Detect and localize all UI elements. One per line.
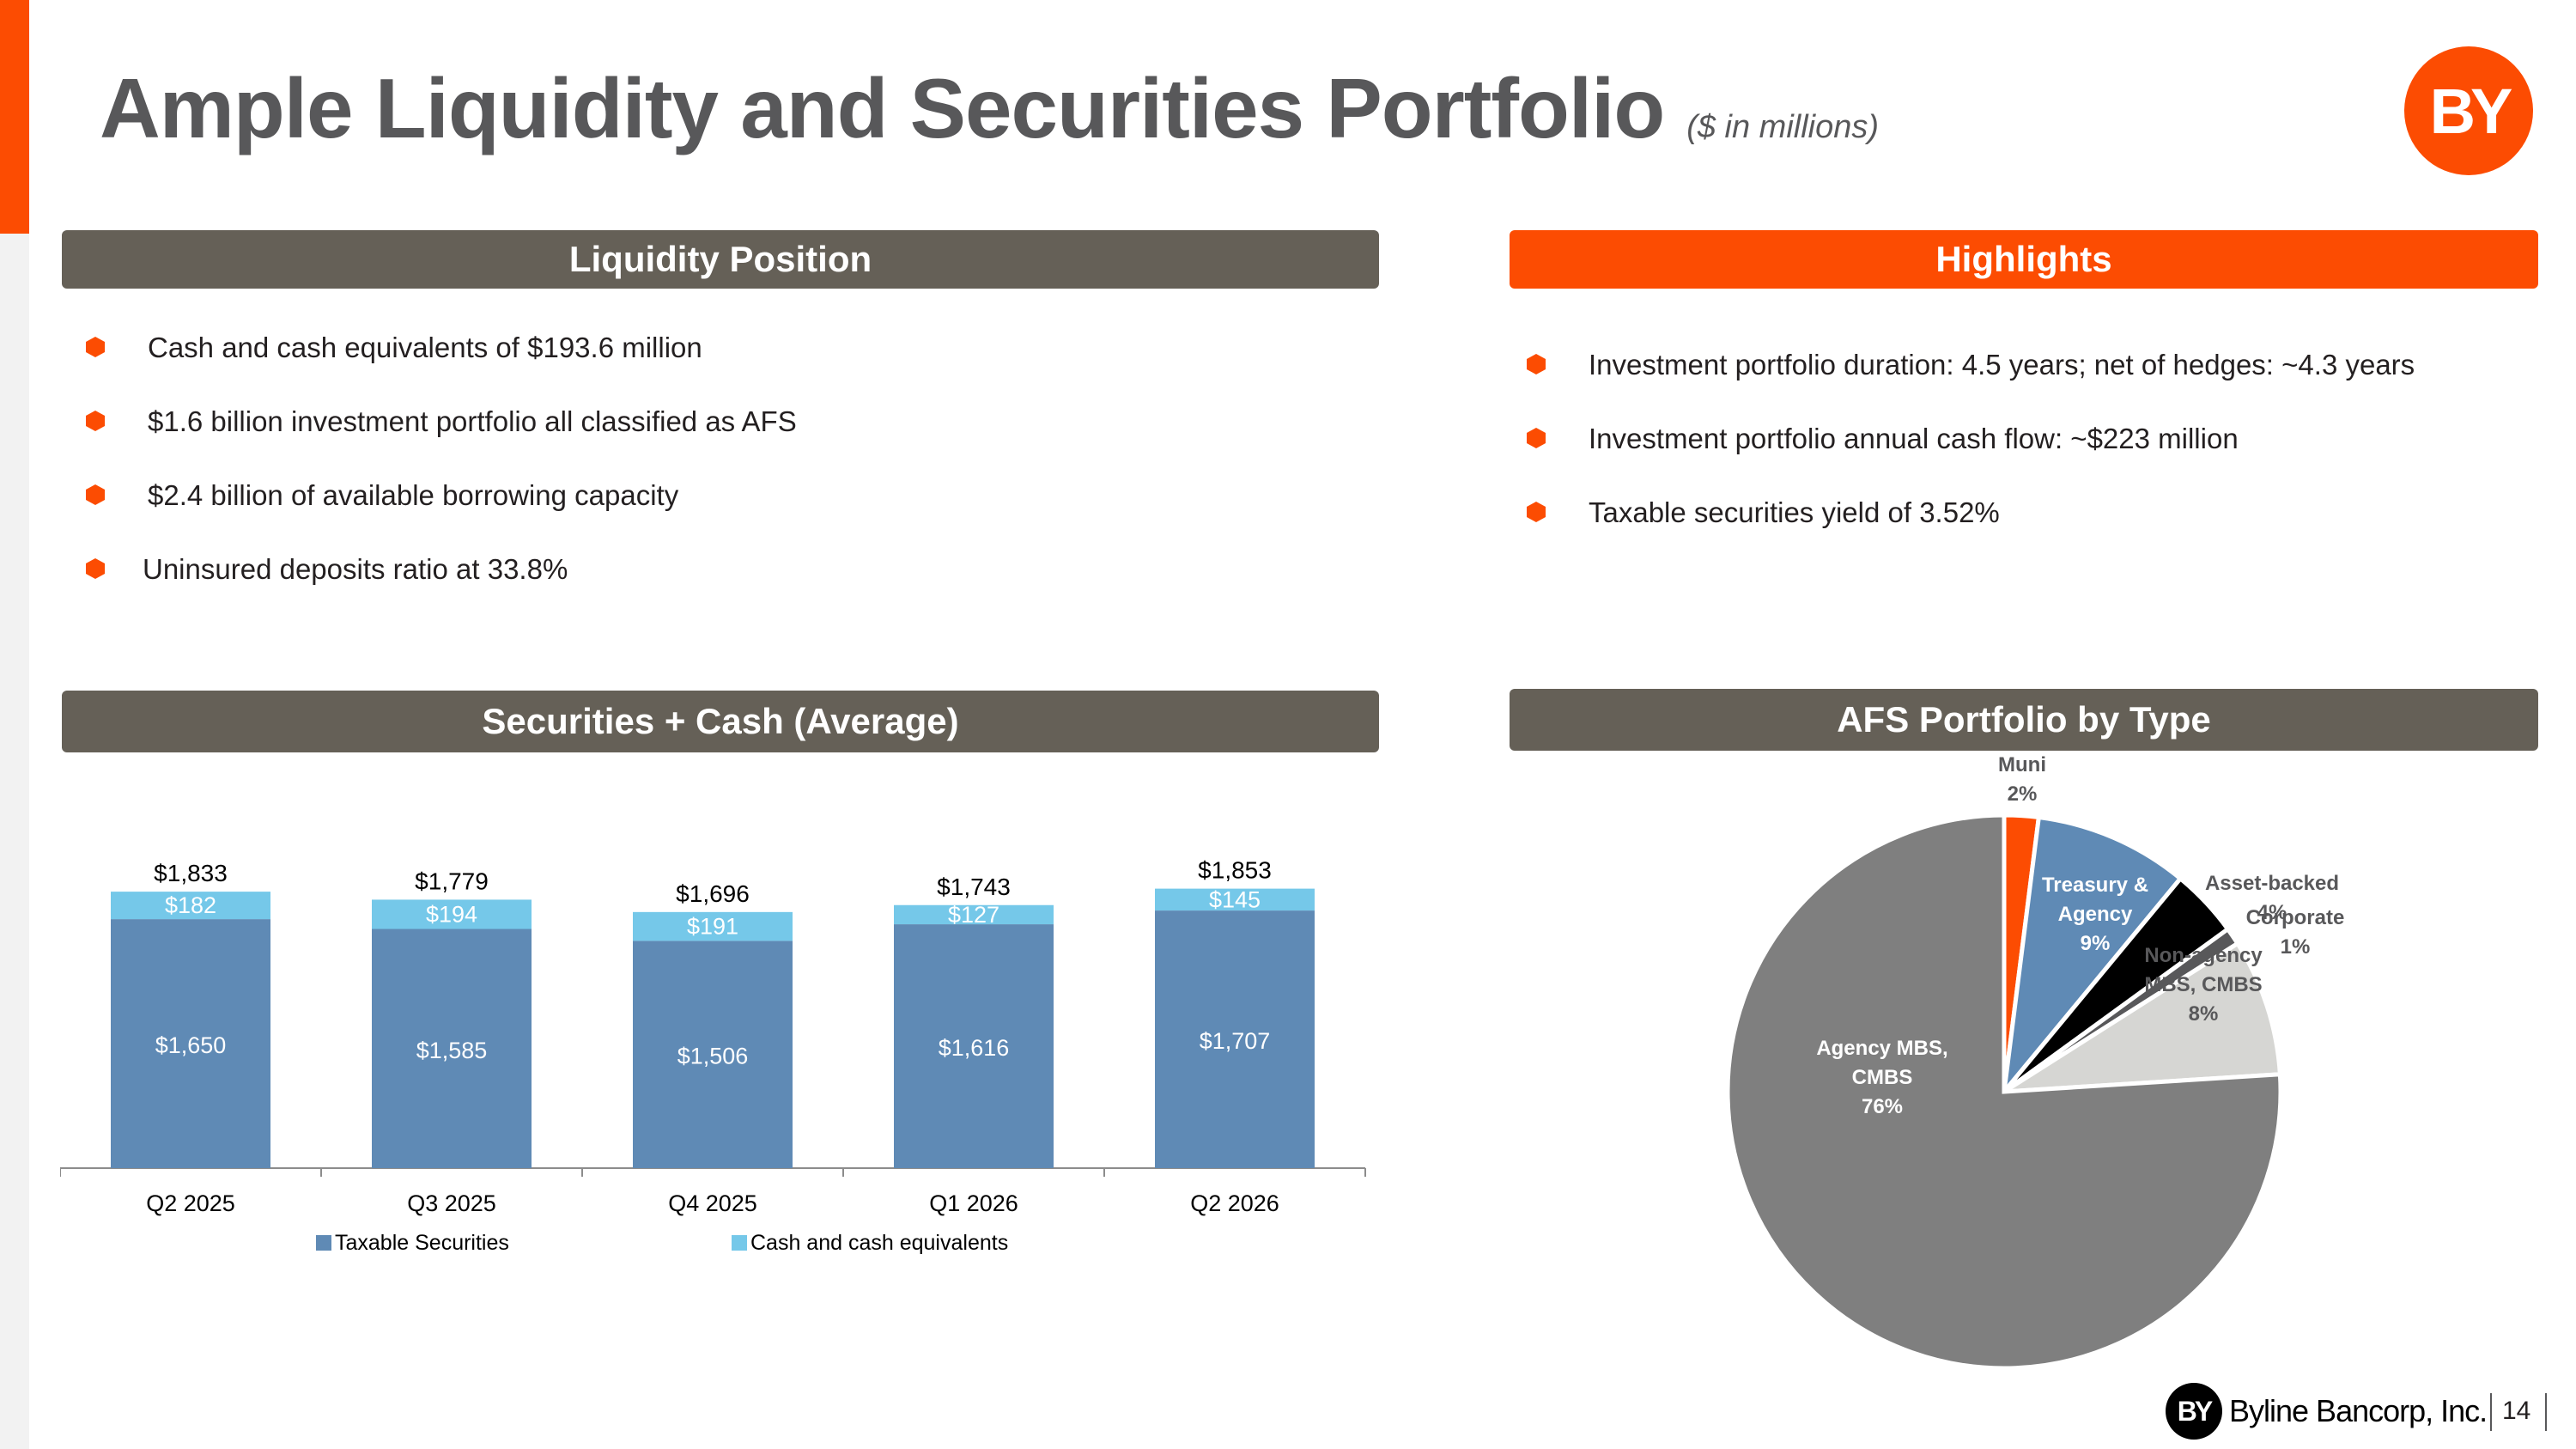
byline-logo-badge: BY [2404,46,2533,175]
highlights-bullets: Investment portfolio duration: 4.5 years… [1527,328,2531,550]
bullet-hex-icon [1527,428,1546,448]
liquidity-bullet: $1.6 billion investment portfolio all cl… [86,385,1374,459]
bar-cash [633,911,793,941]
x-tick-label: Q2 2025 [146,1190,235,1216]
page-number: 14 [2502,1397,2531,1425]
pie-slice [2001,814,2184,1099]
left-gutter [0,0,29,1449]
page-divider [2490,1393,2492,1431]
bullet-text: Investment portfolio duration: 4.5 years… [1589,349,2415,381]
bar-taxable-securities [1155,910,1315,1168]
pie-slice [2002,941,2283,1094]
bullet-text: Uninsured deposits ratio at 33.8% [143,553,568,585]
bar-label-cash: $127 [948,902,999,928]
pie-chart-header: AFS Portfolio by Type [1510,689,2538,751]
legend-label: Taxable Securities [335,1231,509,1255]
accent-bar [0,0,29,234]
x-tick-label: Q1 2026 [929,1190,1018,1216]
pie-slice [1725,813,2283,1371]
bar-cash [1155,888,1315,911]
bar-label-securities: $1,616 [939,1035,1010,1061]
highlights-bullet: Investment portfolio duration: 4.5 years… [1527,328,2531,402]
liquidity-bullets: Cash and cash equivalents of $193.6 mill… [86,311,1374,606]
x-tick-label: Q3 2025 [407,1190,496,1216]
bar-label-securities: $1,585 [416,1038,488,1063]
bullet-text: Taxable securities yield of 3.52% [1589,496,2000,528]
bar-total-label: $1,696 [676,880,750,907]
bullet-hex-icon [86,484,105,505]
pie-slice-label: Muni 2% [1998,756,2046,806]
highlights-bullet: Taxable securities yield of 3.52% [1527,476,2531,550]
bullet-hex-icon [1527,354,1546,374]
bar-label-cash: $145 [1209,886,1261,912]
bullet-hex-icon [1527,502,1546,522]
liquidity-header: Liquidity Position [62,230,1379,289]
legend-swatch [316,1235,331,1251]
bar-total-label: $1,833 [154,860,228,886]
bar-total-label: $1,779 [415,868,489,894]
highlights-header: Highlights [1510,230,2538,289]
bar-label-cash: $182 [165,892,216,918]
page-title: Ample Liquidity and Securities Portfolio… [100,60,1879,172]
bullet-text: $2.4 billion of available borrowing capa… [148,479,679,511]
legend-swatch [732,1235,747,1251]
liquidity-bullet: Uninsured deposits ratio at 33.8% [86,533,1374,606]
legend-label: Cash and cash equivalents [750,1231,1008,1255]
bar-total-label: $1,853 [1198,857,1272,884]
bullet-hex-icon [86,337,105,357]
title-text: Ample Liquidity and Securities Portfolio [100,61,1665,155]
bar-total-label: $1,743 [937,874,1011,900]
company-name: Byline Bancorp, Inc. [2229,1393,2488,1428]
bullet-hex-icon [86,411,105,431]
bar-label-cash: $194 [426,901,477,927]
bar-taxable-securities [372,928,532,1168]
bullet-hex-icon [86,558,105,579]
bar-cash [111,892,270,920]
bullet-text: Cash and cash equivalents of $193.6 mill… [148,332,702,363]
title-units: ($ in millions) [1686,109,1880,145]
pie-chart: Muni 2% Treasury & Agency 9% Asset-backed 4%Co… [1725,756,2345,1371]
x-tick-label: Q4 2025 [668,1190,757,1216]
highlights-bullet: Investment portfolio annual cash flow: ~… [1527,402,2531,476]
pie-slice-label: Treasury & Agency 9% [2042,874,2148,955]
bar-chart: $1,650 $182 $1,833 Q2 2025 $1,585 $194 $1,779 Q… [60,857,1366,1255]
bar-chart-header: Securities + Cash (Average) [62,691,1379,752]
liquidity-bullet: Cash and cash equivalents of $193.6 mill… [86,311,1374,385]
bar-taxable-securities [894,924,1054,1168]
pie-slice-label: Agency MBS, CMBS 76% [1816,1037,1947,1118]
footer-logo: BY Byline Bancorp, Inc. [2166,1383,2488,1440]
bar-label-securities: $1,506 [677,1044,749,1069]
bullet-text: $1.6 billion investment portfolio all cl… [148,405,797,437]
pie-slice-label: Non-agency MBS, CMBS 8% [2144,944,2263,1026]
footer-logo-mark: BY [2166,1383,2222,1440]
bar-label-cash: $191 [687,914,738,940]
pie-slice-label: Asset-backed 4% [2205,872,2339,924]
pie-slice-label: Corporate 1% [2246,906,2345,959]
liquidity-bullet: $2.4 billion of available borrowing capa… [86,459,1374,533]
bar-label-securities: $1,707 [1200,1028,1271,1054]
bar-cash [894,904,1054,925]
x-tick-label: Q2 2026 [1190,1190,1279,1216]
bar-label-securities: $1,650 [155,1032,227,1058]
page-divider [2545,1393,2547,1431]
bullet-text: Investment portfolio annual cash flow: ~… [1589,423,2239,454]
bar-taxable-securities [111,919,270,1168]
bar-cash [372,899,532,929]
bar-taxable-securities [633,941,793,1168]
